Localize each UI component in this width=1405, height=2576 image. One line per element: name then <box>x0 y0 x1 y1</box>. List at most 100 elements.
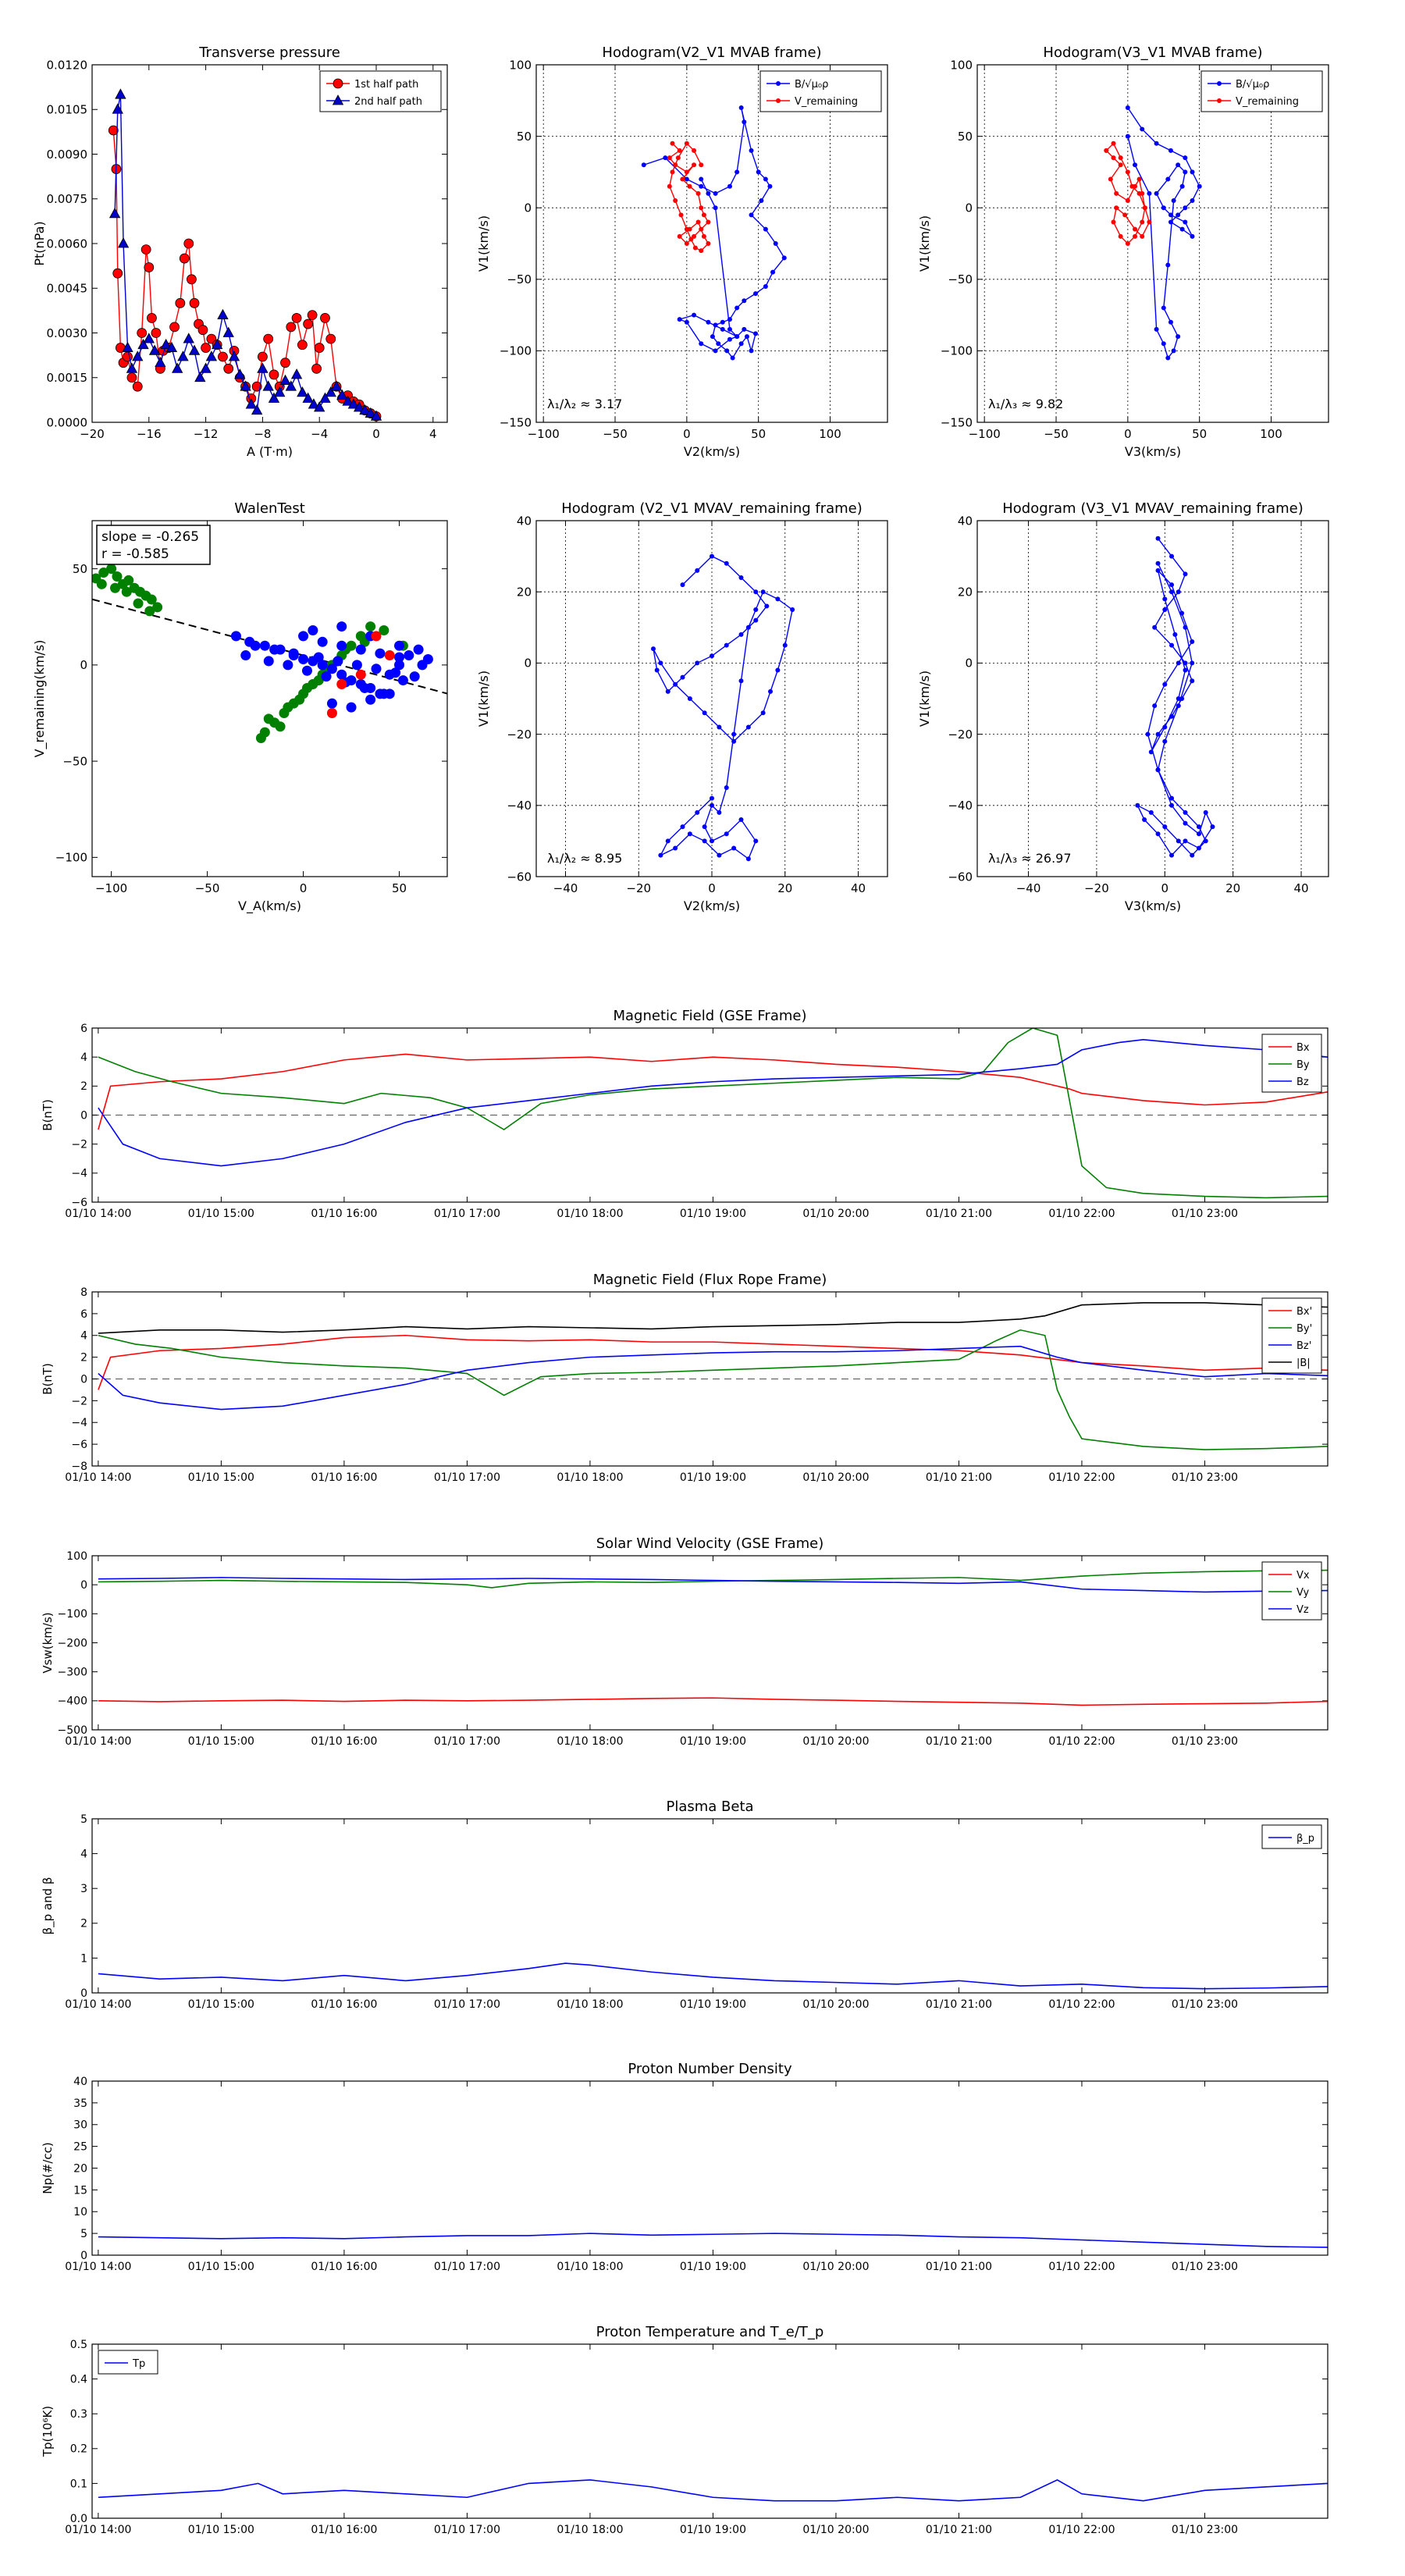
series-line-B <box>1136 538 1214 856</box>
data-point <box>375 648 386 659</box>
data-point <box>1190 233 1195 239</box>
data-point <box>695 219 701 225</box>
data-point <box>384 650 395 661</box>
data-point <box>1183 155 1188 161</box>
data-point <box>1155 767 1161 773</box>
data-point <box>731 845 737 851</box>
y-tick-label: 3 <box>80 1883 87 1895</box>
y-axis-label: Tp(10⁶K) <box>41 2406 55 2457</box>
data-point <box>1155 535 1161 541</box>
y-tick-label: 6 <box>80 1308 87 1321</box>
y-tick-label: 0 <box>80 1109 87 1122</box>
y-tick-label: −2 <box>71 1139 87 1151</box>
y-tick-label: 40 <box>517 514 532 528</box>
data-point <box>710 795 714 801</box>
data-point <box>678 212 684 218</box>
x-tick-label: 01/10 16:00 <box>311 1471 377 1484</box>
data-point <box>146 594 157 605</box>
data-point <box>753 291 759 297</box>
data-point <box>1190 678 1195 684</box>
legend-label: Bx' <box>1297 1306 1312 1318</box>
x-tick-label: 01/10 17:00 <box>434 1471 500 1484</box>
data-point <box>1196 845 1201 851</box>
data-point <box>186 274 197 285</box>
data-point <box>1154 326 1159 332</box>
x-tick-label: 50 <box>751 427 766 441</box>
y-tick-label: −100 <box>500 344 532 358</box>
y-tick-label: 40 <box>73 2076 87 2088</box>
data-point <box>321 671 332 682</box>
data-point <box>336 389 348 400</box>
x-tick-label: 01/10 16:00 <box>311 2524 377 2536</box>
ratio-annotation: λ₁/λ₂ ≈ 3.17 <box>547 397 622 411</box>
legend-label: B/√μ₀ρ <box>795 79 828 91</box>
data-point <box>745 334 749 340</box>
y-tick-label: 0 <box>80 1373 87 1386</box>
data-point <box>1176 589 1181 595</box>
data-point <box>1129 183 1135 189</box>
x-tick-label: −20 <box>80 427 105 441</box>
data-point <box>756 169 761 175</box>
data-point <box>1169 553 1175 559</box>
data-point <box>108 207 121 219</box>
y-tick-label: 0 <box>965 656 973 671</box>
ratio-annotation: λ₁/λ₃ ≈ 9.82 <box>988 397 1063 411</box>
data-point <box>365 621 376 632</box>
x-tick-label: −20 <box>626 881 651 895</box>
data-point <box>240 380 251 391</box>
data-point <box>710 334 715 340</box>
data-point <box>285 380 297 391</box>
data-point <box>695 660 700 666</box>
y-tick-label: 0.0090 <box>47 148 88 162</box>
y-axis-label: Pt(nPa) <box>32 221 47 265</box>
chart-beta: Plasma Beta 01/10 14:00 01/10 15:00 01/10 1… <box>41 1799 1329 2011</box>
data-point <box>1169 589 1175 595</box>
data-point <box>1168 319 1173 325</box>
x-tick-label: 01/10 21:00 <box>926 1208 992 1220</box>
data-point <box>1162 596 1168 602</box>
x-tick-label: 01/10 18:00 <box>557 1471 623 1484</box>
data-point <box>1190 639 1195 645</box>
data-point <box>1155 831 1161 837</box>
x-tick-label: 01/10 14:00 <box>65 1998 131 2011</box>
data-point <box>126 362 138 373</box>
stats-r: r = -0.585 <box>101 546 169 562</box>
data-point <box>308 624 318 635</box>
y-tick-label: 30 <box>73 2119 87 2132</box>
x-tick-label: −100 <box>969 427 1001 441</box>
data-point <box>290 368 303 379</box>
data-point <box>727 326 732 332</box>
data-point <box>413 644 424 655</box>
data-point <box>257 362 269 373</box>
data-point <box>753 617 759 623</box>
y-tick-label: 0.0045 <box>47 282 88 296</box>
x-axis-label: V3(km/s) <box>1125 444 1181 459</box>
chart-h3: Hodogram (V2_V1 MVAV_remaining frame) −40… <box>476 500 888 913</box>
y-tick-label: −500 <box>58 1724 87 1737</box>
y-tick-label: −50 <box>62 754 87 768</box>
x-tick-label: 01/10 16:00 <box>311 1998 377 2011</box>
data-point <box>706 190 711 196</box>
data-point <box>699 162 704 168</box>
x-tick-label: 100 <box>1260 427 1282 441</box>
y-tick-label: 0 <box>80 658 87 672</box>
data-point <box>160 338 172 350</box>
data-point <box>713 205 718 211</box>
data-point <box>179 253 190 264</box>
data-point <box>132 381 143 392</box>
data-point <box>251 381 262 392</box>
data-point <box>409 671 420 682</box>
series-line-Np <box>98 2233 1328 2248</box>
data-point <box>1147 219 1152 225</box>
data-point <box>753 589 759 595</box>
data-point <box>346 702 357 713</box>
data-point <box>194 371 206 382</box>
data-point <box>684 226 689 232</box>
x-tick-label: 01/10 23:00 <box>1172 1735 1238 1748</box>
data-point <box>303 318 314 329</box>
series-line-Bx <box>98 1053 1328 1130</box>
y-tick-label: 0.0060 <box>47 237 88 251</box>
series-line-Vy <box>98 1569 1328 1589</box>
series-line-Bz' <box>98 1345 1328 1411</box>
